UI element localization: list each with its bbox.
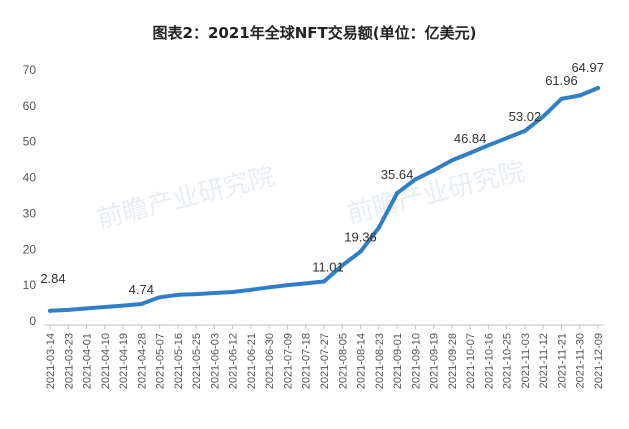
x-tick-label: 2021-09-19	[429, 333, 441, 389]
data-point	[303, 281, 308, 286]
data-point	[212, 291, 217, 296]
x-tick-label: 2021-06-12	[228, 333, 240, 389]
watermark-text-1: 前瞻产业研究院	[94, 161, 278, 234]
data-point	[248, 287, 253, 292]
x-tick-label: 2021-11-03	[520, 333, 532, 388]
data-point	[84, 306, 89, 311]
x-tick-label: 2021-08-23	[374, 333, 386, 389]
x-tick-label: 2021-05-16	[173, 333, 185, 389]
y-tick-label: 20	[23, 242, 37, 256]
data-point	[48, 308, 52, 313]
data-point	[358, 249, 363, 254]
x-tick-label: 2021-07-09	[282, 333, 294, 389]
x-tick-label: 2021-11-30	[575, 333, 587, 388]
data-label: 35.64	[381, 167, 414, 182]
data-point	[522, 128, 527, 133]
data-label: 11.01	[312, 260, 344, 275]
data-point	[267, 285, 272, 290]
x-tick-label: 2021-09-28	[447, 333, 459, 389]
data-point	[413, 177, 418, 182]
x-tick-label: 2021-05-07	[155, 333, 167, 389]
data-point	[468, 151, 473, 156]
x-tick-label: 2021-11-21	[556, 333, 568, 388]
data-point	[449, 158, 454, 163]
y-tick-label: 40	[23, 171, 37, 185]
data-point	[322, 279, 326, 284]
x-tick-label: 2021-06-03	[209, 333, 221, 389]
x-tick-label: 2021-08-05	[337, 333, 349, 389]
data-point	[395, 191, 400, 196]
data-point	[230, 289, 235, 294]
x-axis: 2021-03-14 2021-03-23 2021-04-01 2021-04-10…	[45, 325, 605, 389]
data-point	[121, 303, 126, 308]
x-tick-label: 2021-10-25	[502, 333, 514, 389]
data-point	[486, 143, 491, 148]
x-tick-label: 2021-03-14	[45, 333, 57, 389]
data-point	[340, 263, 345, 268]
data-point	[102, 305, 107, 310]
y-tick-label: 10	[23, 278, 37, 292]
data-point	[157, 295, 162, 300]
x-tick-label: 2021-07-18	[301, 333, 313, 389]
x-tick-label: 2021-09-10	[410, 333, 422, 389]
data-points	[48, 86, 600, 313]
x-tick-label: 2021-11-12	[538, 333, 550, 388]
x-tick-label: 2021-07-27	[319, 333, 331, 389]
data-point	[285, 283, 290, 288]
data-point	[175, 292, 180, 297]
data-point	[194, 292, 199, 297]
x-tick-label: 2021-06-30	[264, 333, 276, 389]
data-label: 4.74	[129, 282, 154, 297]
y-tick-label: 30	[23, 206, 37, 220]
chart-title: 图表2：2021年全球NFT交易额(单位：亿美元)	[152, 24, 477, 42]
x-tick-label: 2021-03-23	[63, 333, 75, 389]
x-tick-label: 2021-05-25	[191, 333, 203, 389]
data-point	[559, 96, 564, 101]
data-label: 61.96	[545, 73, 578, 88]
data-point	[376, 225, 381, 230]
data-label: 19.36	[344, 230, 377, 245]
x-tick-label: 2021-08-14	[356, 333, 368, 389]
x-tick-label: 2021-04-28	[136, 333, 148, 389]
data-label: 46.84	[454, 131, 487, 146]
x-tick-label: 2021-04-01	[82, 333, 94, 389]
y-axis: 0 10 20 30 40 50 60 70	[23, 63, 37, 328]
data-point	[596, 86, 600, 91]
y-tick-label: 60	[23, 99, 37, 113]
data-point	[541, 114, 546, 119]
y-tick-label: 0	[29, 314, 36, 328]
x-tick-label: 2021-10-16	[483, 333, 495, 389]
data-label: 64.97	[571, 60, 604, 75]
y-tick-label: 70	[23, 63, 37, 77]
watermark: 前瞻产业研究院 前瞻产业研究院	[94, 156, 528, 234]
data-label: 2.84	[40, 271, 65, 286]
x-tick-label: 2021-09-01	[392, 333, 404, 389]
x-tick-label: 2021-06-21	[246, 333, 258, 389]
data-point	[66, 307, 71, 312]
x-tick-label: 2021-04-10	[100, 333, 112, 389]
data-label: 53.02	[509, 109, 542, 124]
data-point	[504, 136, 509, 141]
x-tick-label: 2021-12-09	[593, 333, 605, 389]
data-point	[431, 168, 436, 173]
data-point	[577, 93, 582, 98]
x-tick-label: 2021-04-19	[118, 333, 130, 389]
x-tick-label: 2021-10-07	[465, 333, 477, 389]
y-tick-label: 50	[23, 135, 37, 149]
data-point	[139, 302, 144, 307]
